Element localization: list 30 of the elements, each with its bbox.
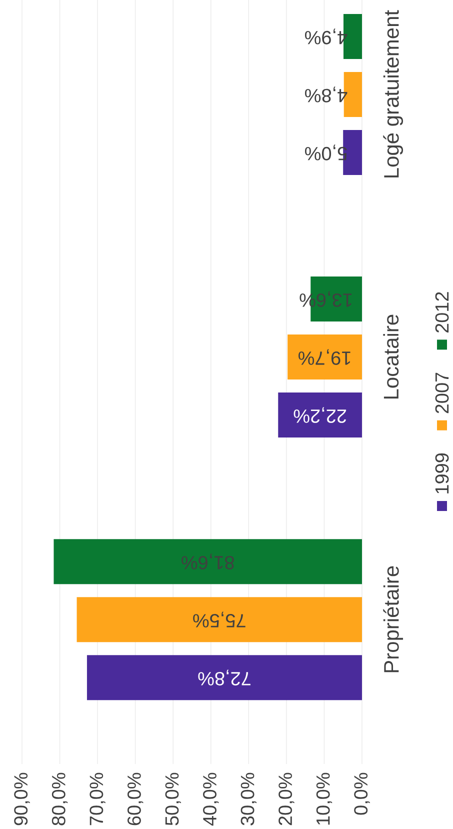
bar — [76, 597, 362, 642]
data-label: 4,8% — [305, 86, 348, 102]
x-tick-label: 30,0% — [240, 772, 257, 826]
data-label: 13,6% — [300, 291, 352, 307]
y-tick-label: Logé gratuitement — [383, 10, 404, 178]
bar — [288, 334, 362, 380]
data-label: 4,9% — [305, 28, 348, 44]
data-label: 22,2% — [294, 407, 346, 423]
x-tick-label: 60,0% — [127, 772, 144, 826]
data-label: 72,8% — [198, 670, 250, 686]
x-tick-label: 50,0% — [165, 772, 181, 826]
bar — [54, 539, 362, 584]
bar — [278, 392, 362, 438]
text: 2007 — [435, 372, 449, 414]
data-label: 75,5% — [193, 612, 246, 628]
data-label: 81,6% — [182, 554, 234, 570]
x-tick-label: 20,0% — [278, 772, 294, 826]
x-tick-label: 40,0% — [203, 772, 219, 826]
x-tick-label: 10,0% — [316, 772, 332, 825]
x-tick-label: 70,0% — [90, 772, 106, 826]
x-tick-label: 0,0% — [354, 772, 370, 815]
y-tick-label: Propriétaire — [383, 566, 404, 672]
text: 2012 — [435, 292, 449, 333]
x-tick-label: 90,0% — [14, 772, 30, 826]
text: 1999 — [435, 453, 449, 494]
y-tick-label: Locataire — [383, 314, 399, 399]
data-label: 19,7% — [298, 349, 350, 365]
bar — [86, 655, 362, 700]
x-tick-label: 80,0% — [52, 772, 68, 826]
data-label: 5,0% — [305, 144, 347, 160]
